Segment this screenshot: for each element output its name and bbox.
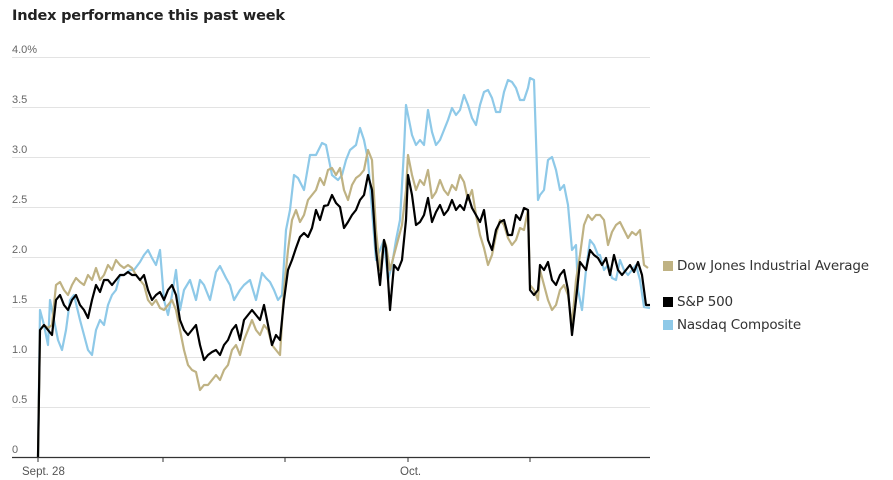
y-tick-label: 0.5 xyxy=(12,394,27,406)
legend-item-dow: Dow Jones Industrial Average xyxy=(663,258,869,274)
nasdaq-swatch-icon xyxy=(663,320,673,330)
y-tick-label: 0 xyxy=(12,444,18,456)
y-tick-label: 3.0 xyxy=(12,144,27,156)
x-tick-label: Oct. xyxy=(400,466,421,478)
y-tick-label: 3.5 xyxy=(12,94,27,106)
legend-label-nasdaq: Nasdaq Composite xyxy=(677,317,801,333)
series-line-1 xyxy=(36,173,650,458)
y-tick-label: 1.0 xyxy=(12,344,27,356)
y-tick-label: 1.5 xyxy=(12,294,27,306)
legend-label-dow: Dow Jones Industrial Average xyxy=(677,258,869,274)
x-tick-label: Sept. 28 xyxy=(22,466,65,478)
series-line-2 xyxy=(36,76,651,458)
legend-item-sp500: S&P 500 xyxy=(663,294,733,310)
gridlines xyxy=(12,57,650,408)
x-axis: Sept. 28 Oct. xyxy=(12,456,650,478)
legend-label-sp500: S&P 500 xyxy=(677,294,733,310)
y-axis-labels: 0 0.5 1.0 1.5 2.0 2.5 3.0 3.5 4.0% xyxy=(12,44,37,456)
dow-swatch-icon xyxy=(663,261,673,271)
series-line-0 xyxy=(36,148,649,458)
y-tick-label: 4.0% xyxy=(12,44,37,56)
chart-title: Index performance this past week xyxy=(12,8,285,24)
sp500-swatch-icon xyxy=(663,297,673,307)
y-tick-label: 2.0 xyxy=(12,244,27,256)
y-tick-label: 2.5 xyxy=(12,194,27,206)
legend-item-nasdaq: Nasdaq Composite xyxy=(663,317,801,333)
series-lines xyxy=(36,76,651,458)
